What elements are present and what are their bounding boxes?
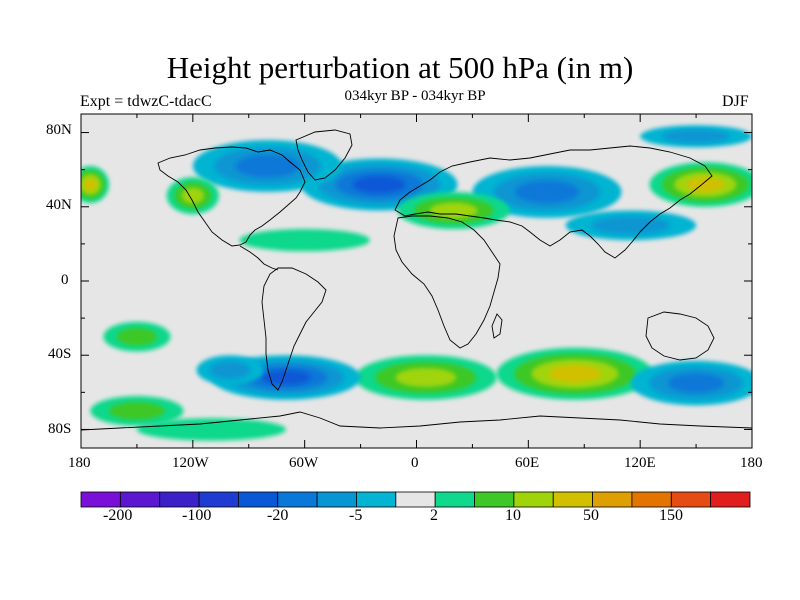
lat-label-0: 0 <box>61 272 69 288</box>
field-region <box>116 327 158 346</box>
colorbar-swatch <box>395 491 436 508</box>
colorbar-swatch <box>198 491 239 508</box>
lon-label-120w: 120W <box>172 455 209 471</box>
colorbar-label: -20 <box>267 507 289 524</box>
field-region <box>668 373 725 393</box>
season-label: DJF <box>722 93 749 110</box>
coastline-central-america <box>239 245 279 271</box>
field-region <box>353 175 406 194</box>
map-title: Height perturbation at 500 hPa (in m) <box>166 50 634 85</box>
map-subtitle: 034kyr BP - 034kyr BP <box>344 88 486 104</box>
lat-label-80n: 80N <box>46 122 72 138</box>
lat-label-40s: 40S <box>48 346 72 362</box>
field-region <box>261 370 311 385</box>
experiment-label: Expt = tdwzC-tdacC <box>80 93 212 110</box>
coastline-antarctica <box>81 411 752 431</box>
field-region <box>395 367 457 388</box>
colorbar-label: 150 <box>659 507 683 524</box>
coastline-eurasia <box>394 145 713 259</box>
field-region <box>662 129 730 143</box>
height-field-layer <box>81 125 752 441</box>
colorbar-swatch <box>119 491 161 508</box>
colorbar-swatch <box>159 491 200 508</box>
field-region <box>108 401 165 420</box>
coastline-madagascar <box>491 313 503 339</box>
field-region <box>209 361 251 379</box>
lon-label-120e: 120E <box>624 455 656 471</box>
coastline-australia <box>645 311 715 361</box>
colorbar-swatch <box>434 491 475 508</box>
coastline-layer <box>81 129 752 431</box>
colorbar-swatch <box>670 491 712 508</box>
lon-label-60w: 60W <box>289 455 319 471</box>
lat-label-80s: 80S <box>48 421 72 437</box>
coastline-south-america <box>261 267 327 391</box>
colorbar-label: -5 <box>349 507 363 524</box>
field-region <box>235 154 300 178</box>
colorbar <box>80 491 751 508</box>
colorbar-label: -200 <box>103 507 133 524</box>
field-region <box>548 365 602 383</box>
colorbar-swatch <box>356 491 397 508</box>
colorbar-swatch <box>513 491 554 508</box>
coastline-north-america <box>157 146 306 247</box>
colorbar-swatch <box>238 491 279 508</box>
field-region <box>591 216 670 235</box>
field-region <box>84 178 97 191</box>
colorbar-swatch <box>552 491 593 508</box>
colorbar-label: 50 <box>583 507 599 524</box>
colorbar-label: -100 <box>182 507 212 524</box>
field-region <box>429 202 478 219</box>
field-region <box>686 177 725 192</box>
coastline-africa <box>393 215 501 349</box>
lon-label-180w: 180 <box>68 455 91 471</box>
coastline-greenland <box>295 129 353 181</box>
lat-label-40n: 40N <box>46 197 72 213</box>
colorbar-label: 10 <box>505 507 521 524</box>
field-region <box>239 229 370 252</box>
colorbar-label: 2 <box>430 507 438 524</box>
axis-ticks <box>80 114 753 448</box>
colorbar-swatch <box>631 491 672 508</box>
colorbar-swatch <box>592 491 633 508</box>
colorbar-swatch <box>474 491 515 508</box>
lon-label-180e: 180 <box>740 455 763 471</box>
colorbar-swatch <box>80 491 121 508</box>
lon-label-0: 0 <box>411 455 419 471</box>
colorbar-swatch <box>316 491 357 508</box>
colorbar-swatch <box>277 491 318 508</box>
lon-label-60e: 60E <box>515 455 540 471</box>
field-region <box>515 180 579 204</box>
colorbar-swatch <box>710 491 751 508</box>
field-region <box>136 418 287 441</box>
